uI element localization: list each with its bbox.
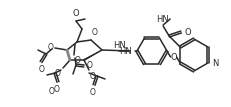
- Text: O: O: [90, 88, 96, 97]
- Text: O: O: [92, 28, 97, 37]
- Text: N: N: [211, 59, 217, 68]
- Text: HN: HN: [113, 41, 125, 50]
- Text: O: O: [48, 42, 54, 51]
- Text: O: O: [39, 65, 45, 74]
- Text: O: O: [55, 69, 61, 78]
- Text: O: O: [87, 62, 92, 71]
- Text: O: O: [49, 86, 55, 96]
- Text: O: O: [75, 56, 81, 65]
- Text: HN: HN: [155, 15, 168, 24]
- Text: O: O: [183, 27, 190, 36]
- Text: O: O: [72, 9, 79, 18]
- Text: O: O: [170, 53, 176, 62]
- Text: O: O: [54, 85, 60, 94]
- Text: O: O: [90, 72, 95, 81]
- Text: HN: HN: [119, 47, 131, 56]
- Polygon shape: [83, 50, 102, 61]
